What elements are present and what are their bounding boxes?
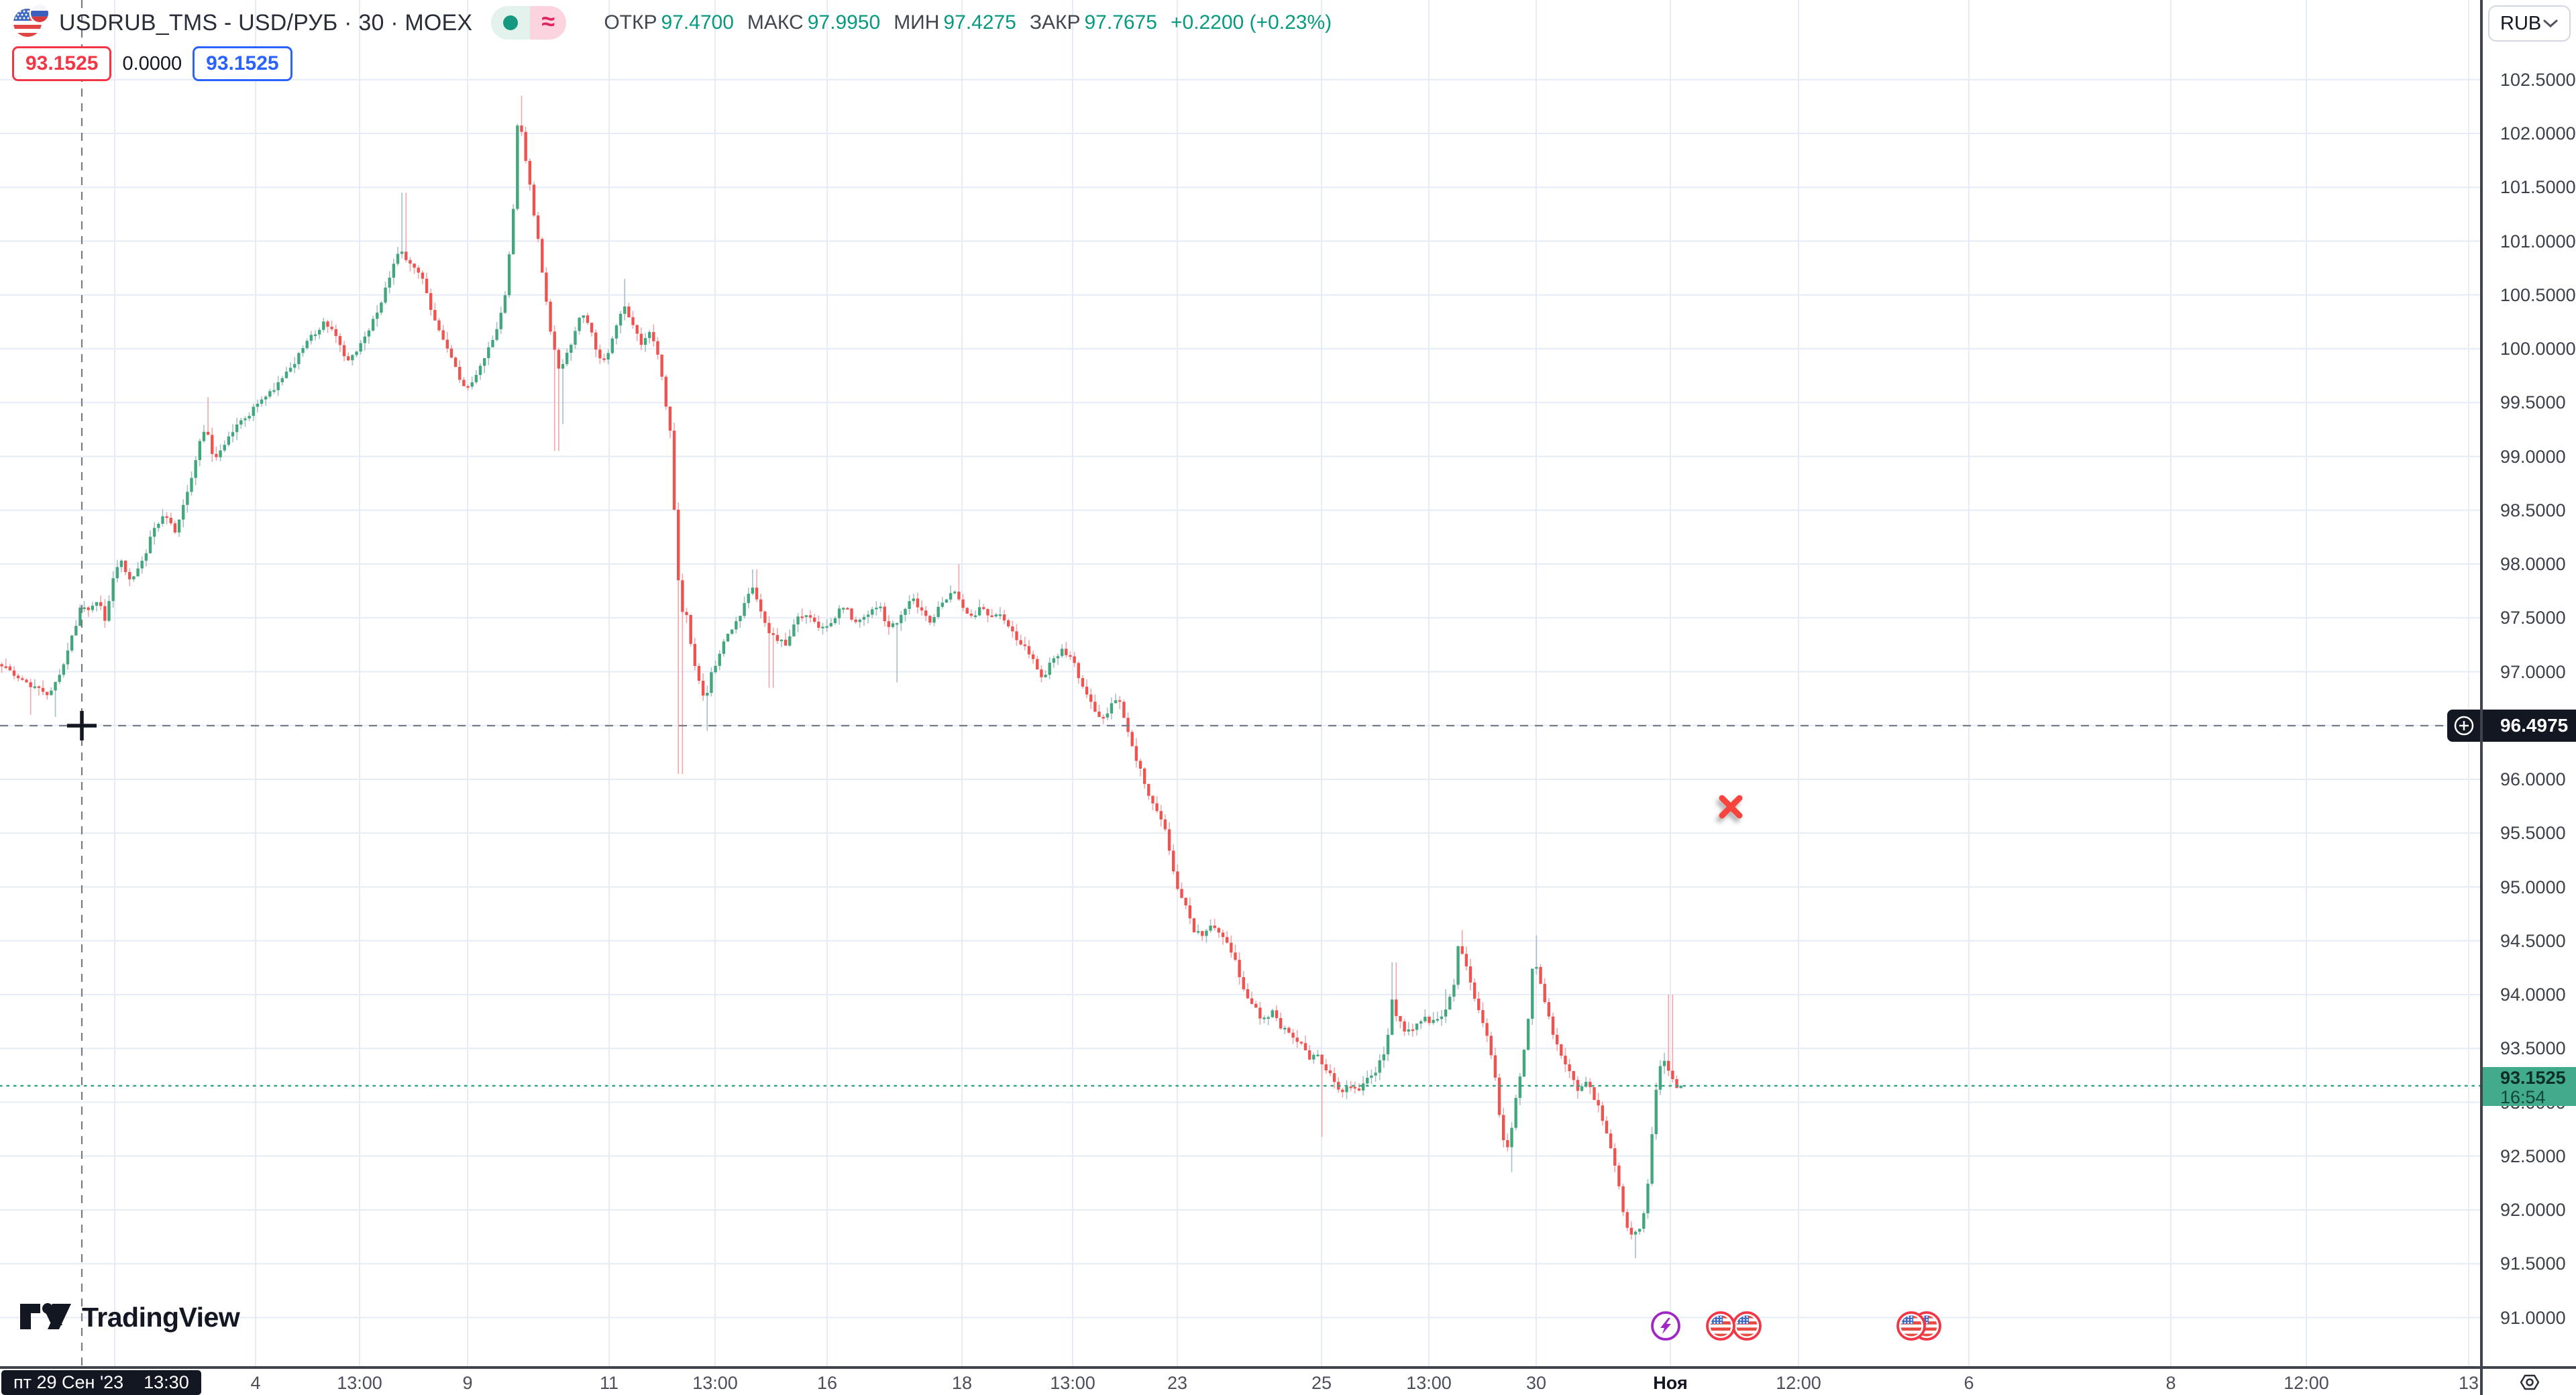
time-tick-label: 6 — [1964, 1373, 1974, 1393]
price-axis[interactable]: RUB 102.5000 102.0000 101.5000 101.0000 100.… — [2480, 0, 2576, 1366]
time-tick-label: Ноя — [1653, 1373, 1688, 1393]
price-tick-label: 97.0000 — [2500, 662, 2566, 682]
axis-settings-icon — [2520, 1374, 2539, 1390]
time-tick-label: 13:00 — [692, 1373, 738, 1393]
price-tick-label: 98.0000 — [2500, 554, 2566, 574]
currency-label: RUB — [2500, 12, 2542, 34]
market-open-dot — [491, 6, 531, 40]
spread-value: 0.0000 — [122, 52, 182, 74]
tradingview-watermark[interactable]: TradingView — [19, 1300, 240, 1335]
time-tick-label: 13:00 — [1050, 1373, 1095, 1393]
time-tick-label: 12:00 — [1776, 1373, 1821, 1393]
price-tick-label: 91.5000 — [2500, 1253, 2566, 1274]
last-price-label: 93.1525 16:54 — [2483, 1067, 2576, 1107]
price-tick-label: 93.5000 — [2500, 1038, 2566, 1058]
time-tick-label: 16 — [816, 1373, 838, 1393]
price-tick-label: 92.0000 — [2500, 1200, 2566, 1220]
time-tick-label: 30 — [1525, 1373, 1547, 1393]
price-tick-label: 94.0000 — [2500, 985, 2566, 1005]
market-status-badge: ≈ — [491, 6, 567, 40]
price-tick-label: 100.5000 — [2500, 285, 2576, 305]
time-tick-label: 13 — [2458, 1373, 2479, 1393]
price-tick-label: 97.5000 — [2500, 608, 2566, 628]
time-axis[interactable]: пт 29 Сен '23 13:30 4 13:00 9 11 13:00 16 18 13… — [0, 1366, 2480, 1395]
change-value: +0.2200 (+0.23%) — [1170, 11, 1332, 34]
price-tick-label: 95.0000 — [2500, 877, 2566, 897]
chevron-down-icon — [2543, 19, 2558, 28]
time-tick-label: 18 — [951, 1373, 973, 1393]
sell-price-button[interactable]: 93.1525 — [12, 46, 112, 81]
price-tick-label: 101.0000 — [2500, 231, 2576, 252]
bar-countdown: 16:54 — [2500, 1087, 2546, 1107]
low-value: 97.4275 — [943, 11, 1016, 34]
crosshair-time-label: пт 29 Сен '23 13:30 — [1, 1370, 201, 1395]
price-tick-label: 96.0000 — [2500, 769, 2566, 789]
price-tick-label: 101.5000 — [2500, 177, 2576, 197]
open-value: 97.4700 — [661, 11, 734, 34]
price-tick-label: 102.5000 — [2500, 70, 2576, 90]
price-tick-label: 100.0000 — [2500, 339, 2576, 359]
high-label: МАКС — [747, 11, 804, 34]
instrument-flag-icon — [12, 3, 50, 42]
delayed-data-badge: ≈ — [530, 6, 567, 40]
price-tick-label: 95.5000 — [2500, 823, 2566, 843]
lightning-event-icon — [1651, 1311, 1680, 1341]
price-tick-label: 102.0000 — [2500, 123, 2576, 144]
low-label: МИН — [894, 11, 940, 34]
time-tick-label: 23 — [1167, 1373, 1188, 1393]
close-label: ЗАКР — [1029, 11, 1081, 34]
price-tick-label: 99.0000 — [2500, 447, 2566, 467]
axis-settings-button[interactable] — [2480, 1366, 2576, 1395]
price-tick-label: 91.0000 — [2500, 1308, 2566, 1328]
price-tick-label: 99.5000 — [2500, 392, 2566, 412]
chart-legend: USDRUB_TMS - USD/РУБ · 30 · MOEX ≈ ОТКР … — [12, 3, 1332, 81]
currency-selector-button[interactable]: RUB — [2488, 5, 2571, 42]
time-tick-label: 12:00 — [2284, 1373, 2329, 1393]
time-tick-label: 8 — [2165, 1373, 2176, 1393]
tradingview-logo-icon — [19, 1300, 72, 1335]
time-tick-label: 25 — [1311, 1373, 1332, 1393]
open-label: ОТКР — [604, 11, 657, 34]
buy-price-button[interactable]: 93.1525 — [193, 46, 292, 81]
price-tick-label: 94.5000 — [2500, 931, 2566, 951]
time-tick-label: 9 — [462, 1373, 473, 1393]
time-tick-label: 4 — [250, 1373, 261, 1393]
time-tick-label: 11 — [599, 1373, 619, 1393]
close-value: 97.7675 — [1084, 11, 1157, 34]
last-price-value: 93.1525 — [2500, 1068, 2566, 1088]
chart-canvas[interactable]: USDRUB_TMS - USD/РУБ · 30 · MOEX ≈ ОТКР … — [0, 0, 2480, 1366]
add-alert-button[interactable] — [2447, 710, 2480, 742]
us-flag-event-icon — [1706, 1311, 1735, 1341]
us-flag-event-icon — [1732, 1311, 1762, 1341]
time-tick-label: 13:00 — [1406, 1373, 1452, 1393]
price-tick-label: 92.5000 — [2500, 1146, 2566, 1166]
high-value: 97.9950 — [807, 11, 881, 34]
us-flag-event-icon — [1896, 1311, 1926, 1341]
ohlc-readout: ОТКР 97.4700 МАКС 97.9950 МИН 97.4275 ЗА… — [604, 11, 1332, 34]
remove-cursor-x-icon — [1719, 795, 1743, 819]
candlestick-plot — [0, 0, 2480, 1366]
price-tick-label: 98.5000 — [2500, 500, 2566, 520]
time-tick-label: 13:00 — [337, 1373, 382, 1393]
symbol-title[interactable]: USDRUB_TMS - USD/РУБ · 30 · MOEX — [59, 9, 473, 36]
crosshair-price-label: 96.4975 — [2483, 710, 2576, 742]
brand-name: TradingView — [82, 1302, 240, 1333]
plus-circle-alert-icon — [2454, 716, 2473, 736]
